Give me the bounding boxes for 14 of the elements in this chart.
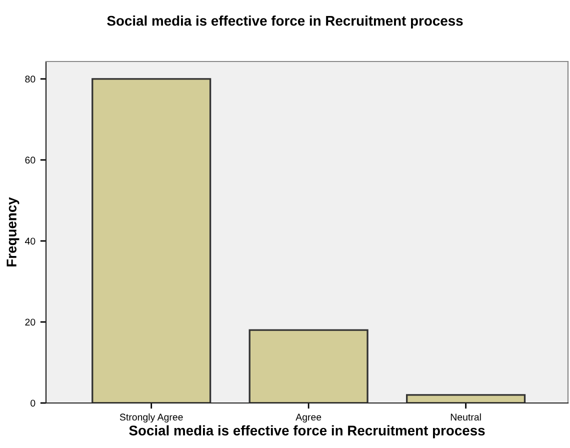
x-tick-label: Agree xyxy=(296,414,322,422)
x-axis-title: Social media is effective force in Recruitment process xyxy=(129,425,485,438)
y-tick-label: 0 xyxy=(30,400,36,407)
y-tick-label: 60 xyxy=(25,156,36,164)
y-tick-label: 80 xyxy=(25,76,36,83)
bar xyxy=(92,78,212,403)
bar xyxy=(406,394,526,403)
y-axis-title: Frequency xyxy=(6,197,20,266)
bar xyxy=(248,329,368,403)
chart-title: Social media is effective force in Recruitment process xyxy=(107,16,463,28)
x-tick-label: Neutral xyxy=(450,413,481,421)
y-tick-label: 20 xyxy=(25,318,36,326)
y-tick-label: 40 xyxy=(24,238,36,245)
x-tick-label: Strongly Agree xyxy=(120,413,183,422)
